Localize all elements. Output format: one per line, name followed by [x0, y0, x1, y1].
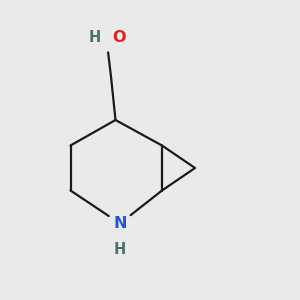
Text: N: N — [113, 216, 127, 231]
Text: H: H — [114, 242, 126, 256]
Text: H: H — [88, 30, 100, 45]
Text: O: O — [112, 30, 126, 45]
